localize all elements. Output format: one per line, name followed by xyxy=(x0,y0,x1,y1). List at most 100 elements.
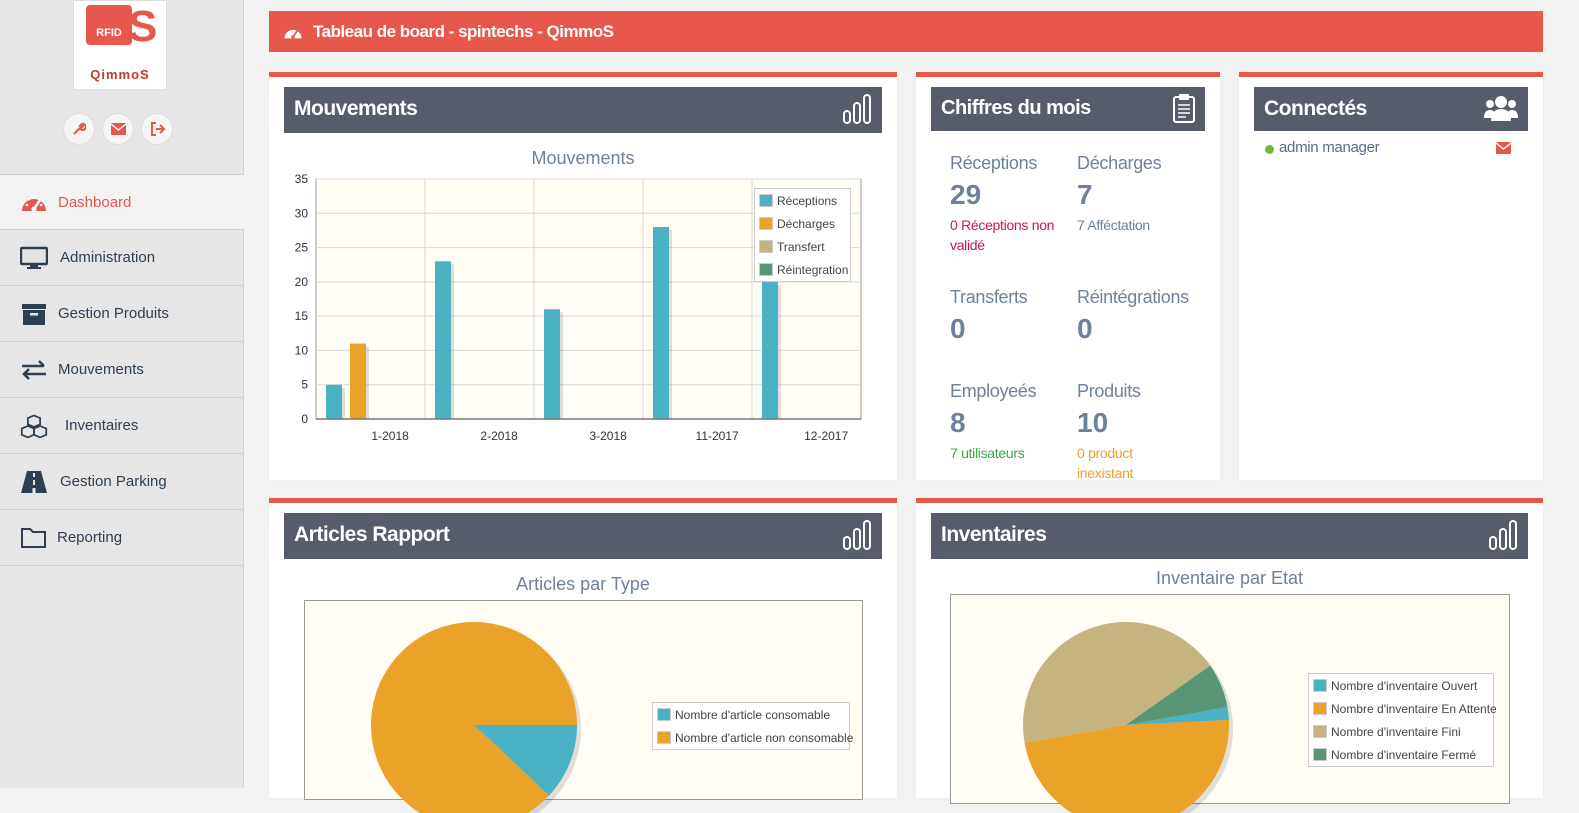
y-tick-label: 10 xyxy=(295,343,309,357)
produits-value: 10 xyxy=(1077,407,1109,438)
online-status-dot xyxy=(1265,145,1274,154)
bar[interactable] xyxy=(435,261,451,419)
pie-slice[interactable] xyxy=(1126,665,1228,725)
bar-chart-icon[interactable] xyxy=(842,93,872,125)
sidebar-item-dashboard[interactable]: Dashboard xyxy=(0,174,244,230)
clipboard-icon[interactable] xyxy=(1173,93,1195,123)
decharges-value: 7 xyxy=(1077,179,1093,210)
panel-title: Connectés xyxy=(1264,97,1367,120)
pie-slice[interactable] xyxy=(474,725,577,796)
panel-title: Chiffres du mois xyxy=(941,97,1091,119)
dashboard-title-bar: Tableau de board - spintechs - QimmoS xyxy=(269,11,1543,52)
x-tick-label: 12-2017 xyxy=(804,429,848,443)
legend-item: Réintegration xyxy=(755,258,850,281)
produits-label: Produits xyxy=(1077,381,1141,401)
bar[interactable] xyxy=(762,281,778,419)
sidebar-item-gestion-parking[interactable]: Gestion Parking xyxy=(0,454,244,510)
panel-header: Mouvements xyxy=(284,87,882,133)
y-tick-label: 15 xyxy=(295,309,309,323)
legend-item: Nombre d'inventaire Fini xyxy=(1309,720,1493,743)
employes-sub[interactable]: 7 utilisateurs xyxy=(950,445,1025,461)
rfid-logo-mark: RFID xyxy=(86,5,132,45)
chiffres-panel: Chiffres du mois Réceptions 29 0 Récepti… xyxy=(916,72,1220,481)
panel-header: Connectés xyxy=(1254,87,1528,131)
wrench-icon xyxy=(73,122,86,135)
x-tick-label: 3-2018 xyxy=(589,429,627,443)
sidebar-item-administration[interactable]: Administration xyxy=(0,230,244,286)
y-tick-label: 5 xyxy=(301,378,308,392)
decharges-label: Décharges xyxy=(1077,153,1162,173)
sidebar-item-label: Gestion Parking xyxy=(60,473,167,490)
sidebar-item-mouvements[interactable]: Mouvements xyxy=(0,342,244,398)
bar[interactable] xyxy=(350,343,366,419)
envelope-icon[interactable] xyxy=(1496,142,1511,154)
logo-text: QimmoS xyxy=(90,67,150,82)
envelope-icon xyxy=(110,123,126,135)
bar[interactable] xyxy=(326,384,342,419)
receptions-value: 29 xyxy=(950,179,982,210)
folder-icon xyxy=(21,528,46,548)
panel-title: Inventaires xyxy=(941,523,1047,546)
pie-slice[interactable] xyxy=(371,622,577,813)
transferts-value: 0 xyxy=(950,313,966,344)
users-icon[interactable] xyxy=(1484,93,1518,123)
receptions-sub[interactable]: 0 Réceptions non validé xyxy=(950,217,1055,253)
produits-sub[interactable]: 0 product inexistant xyxy=(1077,445,1134,481)
pie-slice[interactable] xyxy=(1126,707,1229,725)
inventaires-panel: Inventaires Inventaire par Etat Nombre d… xyxy=(916,498,1543,813)
legend-item: Nombre d'article consomable xyxy=(653,703,849,726)
y-tick-label: 30 xyxy=(295,206,309,220)
x-tick-label: 2-2018 xyxy=(480,429,518,443)
messages-button[interactable] xyxy=(102,113,134,145)
road-icon xyxy=(21,471,47,493)
articles-panel: Articles Rapport Articles par Type Nombr… xyxy=(269,498,897,813)
chart-legend: Réceptions Décharges Transfert Réintegra… xyxy=(754,188,851,282)
transferts-label: Transferts xyxy=(950,287,1028,307)
y-tick-label: 25 xyxy=(295,241,309,255)
exchange-icon xyxy=(22,360,46,380)
cubes-icon xyxy=(20,414,48,438)
legend-item: Nombre d'inventaire Fermé xyxy=(1309,743,1493,766)
legend-item: Réceptions xyxy=(755,189,850,212)
chart-legend: Nombre d'article consomable Nombre d'art… xyxy=(652,702,853,750)
legend-item: Transfert xyxy=(755,235,850,258)
bar[interactable] xyxy=(653,227,669,419)
receptions-label: Réceptions xyxy=(950,153,1038,173)
mouvements-panel: Mouvements Mouvements 0 5 10 15 20 25 30 35 1-20… xyxy=(269,72,897,480)
sidebar-item-gestion-produits[interactable]: Gestion Produits xyxy=(0,286,244,342)
inventaires-pie-chart xyxy=(1023,622,1233,813)
bar-chart-icon[interactable] xyxy=(1488,519,1518,551)
panel-header: Chiffres du mois xyxy=(931,87,1205,131)
decharges-sub[interactable]: 7 Afféctation xyxy=(1077,217,1150,233)
logout-button[interactable] xyxy=(141,113,173,145)
app-logo[interactable]: RFID S QimmoS xyxy=(73,0,167,90)
chart-title: Inventaire par Etat xyxy=(1155,568,1304,588)
gauge-icon xyxy=(22,195,46,212)
bar[interactable] xyxy=(544,309,560,419)
monitor-icon xyxy=(20,246,48,269)
sign-out-icon xyxy=(150,122,165,136)
connected-user-name: admin manager xyxy=(1279,139,1380,156)
sidebar-item-inventaires[interactable]: Inventaires xyxy=(0,398,244,454)
archive-icon xyxy=(22,304,46,325)
settings-button[interactable] xyxy=(63,113,95,145)
x-tick-label: 1-2018 xyxy=(371,429,409,443)
y-tick-label: 20 xyxy=(295,275,309,289)
legend-item: Décharges xyxy=(755,212,850,235)
bar-chart-icon[interactable] xyxy=(842,519,872,551)
connected-user-row[interactable]: admin manager xyxy=(1264,139,1514,163)
pie-slice[interactable] xyxy=(1023,622,1211,743)
chart-legend: Nombre d'inventaire Ouvert Nombre d'inve… xyxy=(1308,673,1497,767)
y-tick-label: 35 xyxy=(295,172,309,186)
sidebar-item-label: Administration xyxy=(60,249,156,266)
employes-label: Employeés xyxy=(950,381,1037,401)
dashboard-gauge-icon xyxy=(284,29,302,39)
sidebar-item-reporting[interactable]: Reporting xyxy=(0,510,244,566)
panel-title: Articles Rapport xyxy=(294,523,450,546)
page-title: Tableau de board - spintechs - QimmoS xyxy=(313,21,614,41)
x-tick-label: 11-2017 xyxy=(696,429,739,443)
sidebar-item-label: Dashboard xyxy=(58,194,132,211)
chart-title: Articles par Type xyxy=(516,574,650,594)
sidebar-item-label: Gestion Produits xyxy=(58,305,169,322)
sidebar-item-label: Inventaires xyxy=(65,417,139,434)
